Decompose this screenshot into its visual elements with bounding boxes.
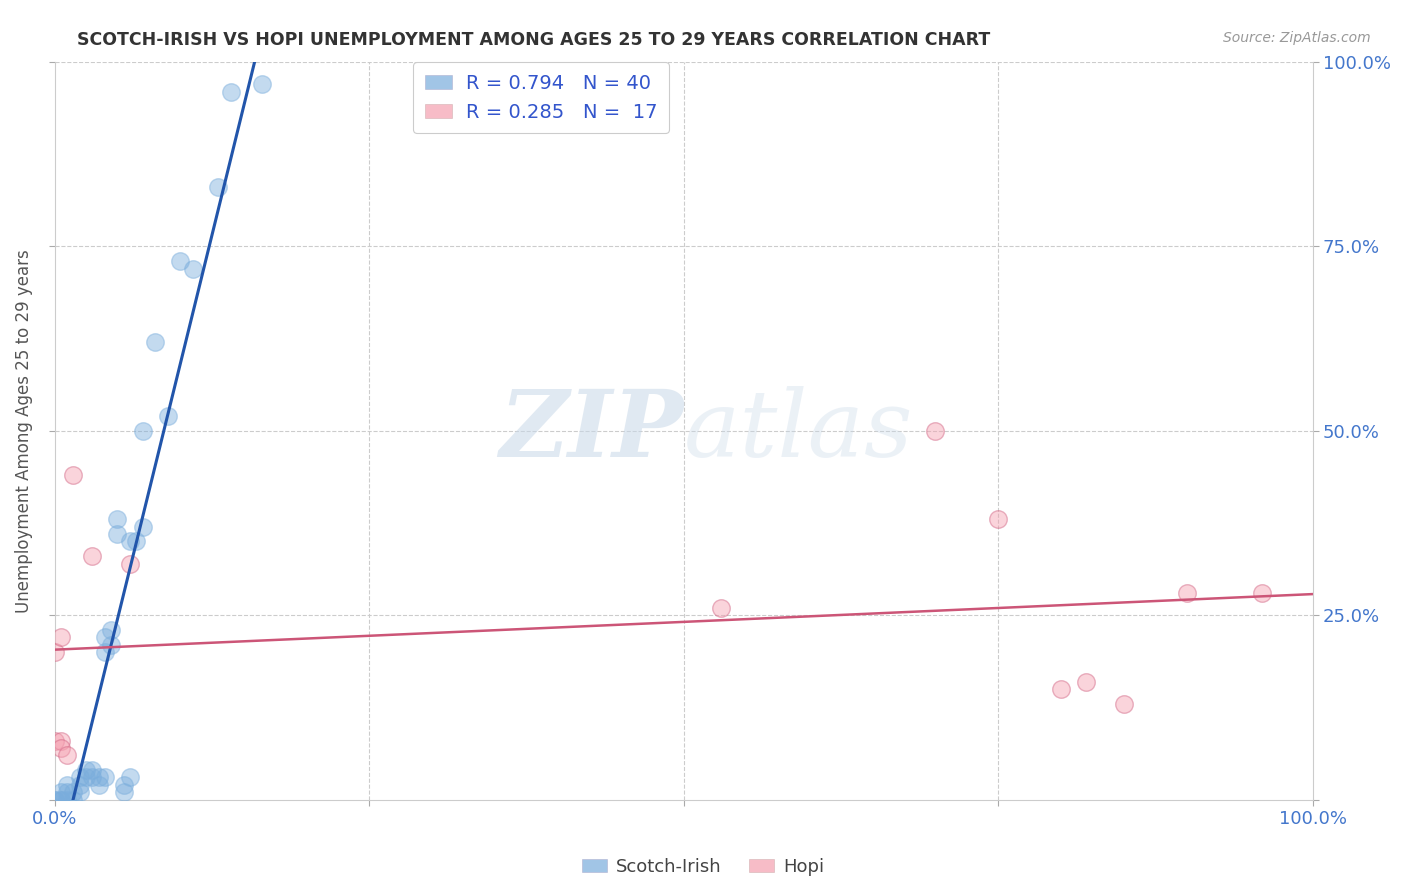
- Point: [118, 771, 141, 785]
- Point: [143, 335, 166, 350]
- Point: [94, 645, 117, 659]
- Point: [87, 778, 110, 792]
- Point: [56, 748, 79, 763]
- Point: [1251, 586, 1274, 600]
- Point: [131, 519, 153, 533]
- Point: [49, 630, 72, 644]
- Text: ZIP: ZIP: [499, 386, 683, 475]
- Point: [924, 424, 946, 438]
- Point: [156, 409, 179, 423]
- Point: [44, 792, 66, 806]
- Point: [710, 600, 733, 615]
- Point: [49, 740, 72, 755]
- Point: [107, 512, 129, 526]
- Point: [131, 424, 153, 438]
- Point: [112, 785, 135, 799]
- Point: [1175, 586, 1198, 600]
- Point: [75, 771, 97, 785]
- Point: [82, 763, 104, 777]
- Point: [56, 792, 79, 806]
- Point: [987, 512, 1010, 526]
- Point: [100, 623, 122, 637]
- Point: [118, 557, 141, 571]
- Y-axis label: Unemployment Among Ages 25 to 29 years: Unemployment Among Ages 25 to 29 years: [15, 249, 32, 613]
- Point: [169, 254, 191, 268]
- Text: atlas: atlas: [683, 386, 912, 475]
- Point: [69, 785, 91, 799]
- Point: [87, 771, 110, 785]
- Point: [49, 792, 72, 806]
- Point: [49, 792, 72, 806]
- Point: [62, 468, 84, 483]
- Point: [1050, 681, 1073, 696]
- Point: [118, 534, 141, 549]
- Point: [44, 645, 66, 659]
- Point: [49, 785, 72, 799]
- Text: Source: ZipAtlas.com: Source: ZipAtlas.com: [1223, 31, 1371, 45]
- Legend: Scotch-Irish, Hopi: Scotch-Irish, Hopi: [575, 851, 831, 883]
- Point: [125, 534, 148, 549]
- Point: [1112, 697, 1135, 711]
- Point: [1074, 674, 1097, 689]
- Point: [69, 771, 91, 785]
- Point: [44, 792, 66, 806]
- Point: [100, 638, 122, 652]
- Point: [56, 785, 79, 799]
- Point: [107, 527, 129, 541]
- Point: [75, 763, 97, 777]
- Point: [82, 771, 104, 785]
- Point: [69, 778, 91, 792]
- Point: [207, 180, 229, 194]
- Text: SCOTCH-IRISH VS HOPI UNEMPLOYMENT AMONG AGES 25 TO 29 YEARS CORRELATION CHART: SCOTCH-IRISH VS HOPI UNEMPLOYMENT AMONG …: [77, 31, 991, 49]
- Point: [94, 771, 117, 785]
- Point: [62, 785, 84, 799]
- Point: [250, 77, 273, 91]
- Point: [112, 778, 135, 792]
- Point: [94, 630, 117, 644]
- Point: [219, 85, 242, 99]
- Point: [49, 733, 72, 747]
- Point: [56, 778, 79, 792]
- Point: [82, 549, 104, 564]
- Point: [44, 733, 66, 747]
- Legend: R = 0.794   N = 40, R = 0.285   N =  17: R = 0.794 N = 40, R = 0.285 N = 17: [413, 62, 669, 133]
- Point: [62, 792, 84, 806]
- Point: [181, 261, 204, 276]
